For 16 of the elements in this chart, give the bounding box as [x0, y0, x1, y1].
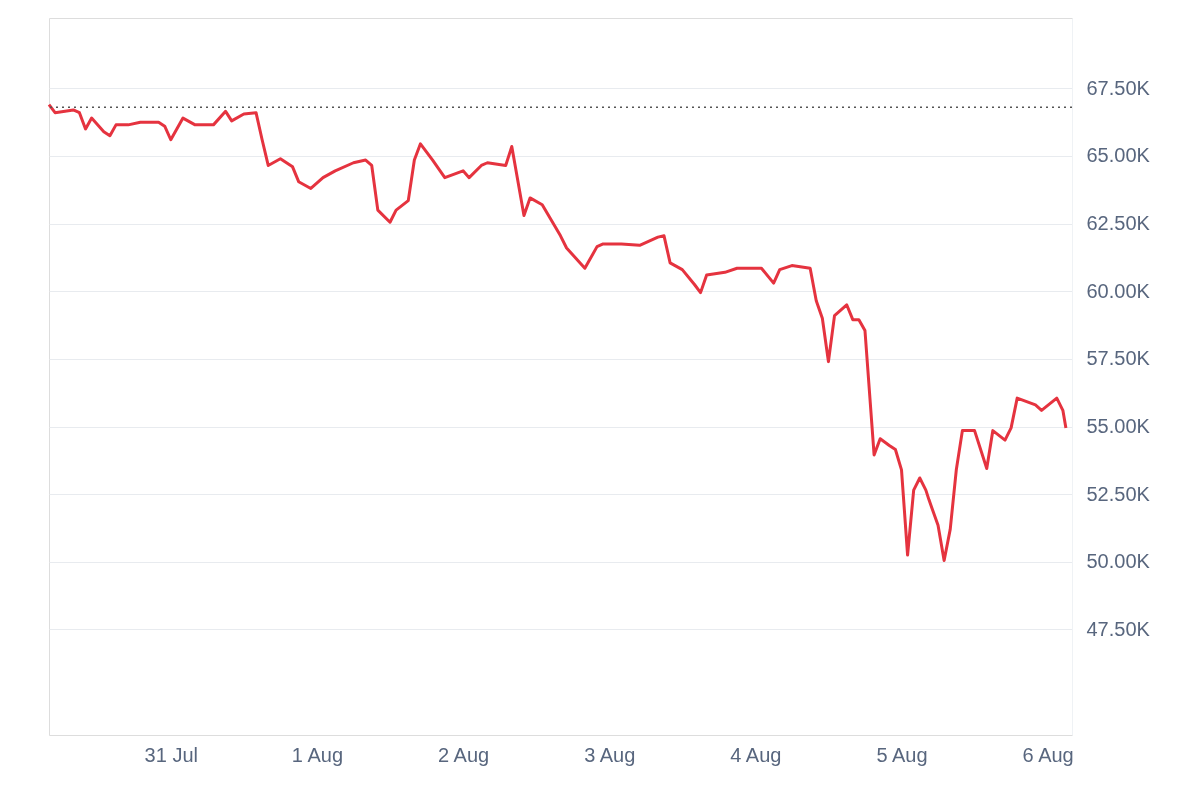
y-tick-label: 50.00K — [1086, 550, 1151, 573]
x-tick-label: 4 Aug — [730, 743, 782, 766]
x-tick-label: 5 Aug — [876, 743, 928, 766]
y-tick-label: 57.50K — [1086, 347, 1151, 370]
x-tick-label: 31 Jul — [144, 743, 198, 766]
x-tick-label: 3 Aug — [584, 743, 636, 766]
x-tick-label: 1 Aug — [291, 743, 344, 766]
y-tick-label: 47.50K — [1086, 617, 1151, 640]
x-tick-label: 6 Aug — [1022, 743, 1074, 766]
y-tick-label: 65.00K — [1086, 144, 1151, 167]
y-tick-label: 60.00K — [1086, 279, 1151, 302]
y-tick-label: 62.50K — [1086, 212, 1151, 235]
y-tick-label: 67.50K — [1086, 76, 1151, 99]
x-tick-label: 2 Aug — [437, 743, 490, 766]
y-tick-label: 55.00K — [1086, 415, 1151, 438]
y-tick-label: 52.50K — [1086, 482, 1151, 505]
